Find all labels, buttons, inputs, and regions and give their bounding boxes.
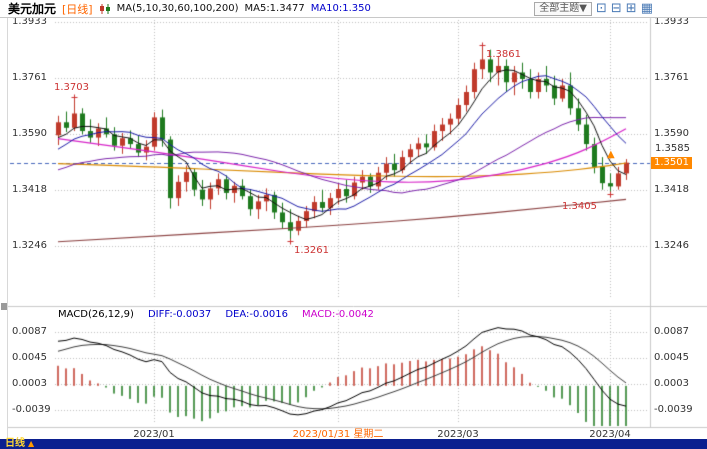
period-status-label[interactable]: 日线 bbox=[5, 438, 25, 449]
left-gutter bbox=[0, 18, 8, 439]
macd-diff-value: DIFF:-0.0037 bbox=[147, 309, 212, 320]
layout-2-icon[interactable]: ⊟ bbox=[610, 0, 622, 16]
panel-resize-handle[interactable] bbox=[1, 303, 7, 310]
macd-settings-label[interactable]: MACD(26,12,9) bbox=[58, 309, 134, 320]
up-arrow-icon: ▲ bbox=[28, 439, 35, 448]
indicator-settings-icon[interactable] bbox=[99, 3, 111, 15]
status-bar: 日线 ▲ bbox=[0, 439, 707, 449]
period-tag[interactable]: [日线] bbox=[62, 2, 93, 16]
layout-9-icon[interactable]: ▦ bbox=[640, 0, 653, 16]
chart-header: 美元加元 [日线] MA(5,10,30,60,100,200) MA5:1.3… bbox=[0, 0, 707, 18]
header-toolbar: 全部主题▼ ⊡ ⊟ ⊞ ▦ bbox=[534, 0, 707, 16]
ma10-value: MA10:1.350 bbox=[310, 3, 371, 14]
layout-4-icon[interactable]: ⊞ bbox=[625, 0, 637, 16]
macd-indicator-header: MACD(26,12,9) DIFF:-0.0037 DEA:-0.0016 M… bbox=[58, 309, 374, 320]
macd-macd-value: MACD:-0.0042 bbox=[301, 309, 374, 320]
ma5-value: MA5:1.3477 bbox=[244, 3, 305, 14]
symbol-name: 美元加元 bbox=[8, 2, 57, 16]
theme-selector-dropdown[interactable]: 全部主题▼ bbox=[534, 1, 592, 16]
ma-settings-label: MA(5,10,30,60,100,200) bbox=[116, 3, 239, 14]
macd-dea-value: DEA:-0.0016 bbox=[225, 309, 288, 320]
layout-1-icon[interactable]: ⊡ bbox=[595, 0, 607, 16]
